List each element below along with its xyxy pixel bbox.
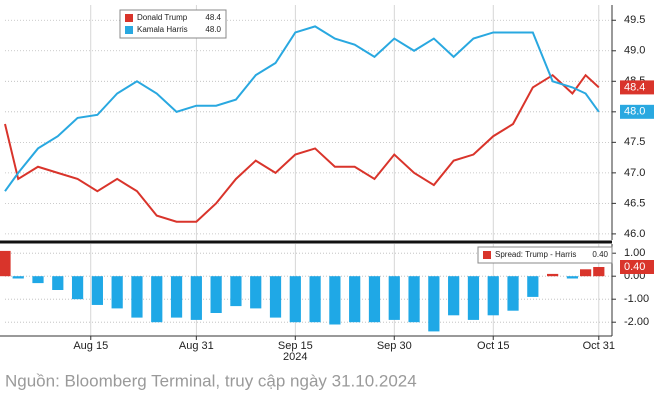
value-flag-label: 0.40 [624, 261, 645, 273]
bar [52, 276, 64, 290]
value-flag-label: 48.0 [624, 106, 645, 118]
bar [0, 250, 11, 277]
value-flag-label: 48.4 [624, 81, 645, 93]
x-tick-label: Oct 31 [583, 340, 615, 352]
legend-swatch [125, 14, 133, 22]
bar [12, 276, 24, 279]
bar [408, 276, 420, 323]
y-tick-label: 49.5 [624, 14, 645, 26]
x-tick-label: Aug 31 [179, 340, 214, 352]
line [4, 25, 600, 192]
bar [388, 276, 400, 320]
bar [230, 276, 242, 307]
value-flag [620, 260, 654, 274]
bar [250, 276, 262, 309]
y-tick-label: 47.5 [624, 136, 645, 148]
bar [428, 276, 440, 332]
bar [349, 276, 361, 323]
x-tick-label: Sep 15 [278, 340, 313, 352]
legend-value: 0.40 [592, 250, 608, 259]
y-tick-label: 1.00 [624, 247, 645, 259]
x-tick-label: Aug 15 [73, 340, 108, 352]
value-flag [620, 80, 654, 95]
bar [151, 276, 163, 323]
value-flag [620, 104, 654, 119]
y-tick-label: 49.0 [624, 45, 645, 57]
x-axis-label: 2024 [283, 351, 307, 363]
bar [210, 276, 222, 313]
y-tick-label: 46.5 [624, 197, 645, 209]
source: Nguồn: Bloomberg Terminal, truy cập ngày… [5, 371, 417, 390]
y-tick-label: -1.00 [624, 293, 649, 305]
x-tick-label: Sep 30 [377, 340, 412, 352]
legend [119, 9, 227, 39]
legend-label: Kamala Harris [137, 25, 188, 34]
bar [91, 276, 103, 305]
x-tick-label: Oct 15 [477, 340, 509, 352]
bar [131, 276, 143, 318]
legend-value: 48.4 [205, 13, 221, 22]
bar [289, 276, 301, 323]
bar [309, 276, 321, 323]
y-tick-label: 47.0 [624, 167, 645, 179]
bar [190, 276, 202, 320]
bar [507, 276, 519, 311]
legend [477, 246, 613, 264]
bar [527, 276, 539, 297]
bar [329, 276, 341, 325]
legend-label: Spread: Trump - Harris [495, 250, 576, 259]
y-tick-label: 46.0 [624, 228, 645, 240]
bar [71, 276, 84, 300]
bar [111, 276, 123, 309]
bar [467, 276, 480, 320]
bar [566, 276, 579, 279]
bar [170, 276, 183, 318]
bar [368, 276, 381, 323]
bar [487, 276, 499, 316]
bar [448, 276, 460, 316]
y-tick-label: -2.00 [624, 316, 649, 328]
line [4, 73, 600, 223]
legend-swatch [125, 26, 133, 34]
legend-label: Donald Trump [137, 13, 188, 22]
legend-swatch [483, 251, 491, 259]
bar [593, 267, 605, 277]
bar [269, 276, 282, 318]
bar [547, 273, 559, 277]
bar [32, 276, 44, 284]
legend-value: 48.0 [205, 25, 221, 34]
bar [580, 269, 592, 277]
